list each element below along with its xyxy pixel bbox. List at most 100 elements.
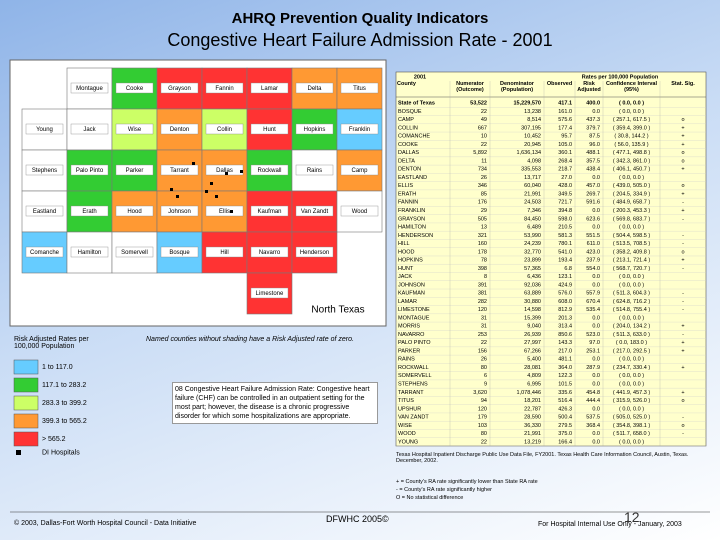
table-cell: ( 0.0, 0.0 ): [619, 109, 644, 115]
table-cell: ( 0.0, 0.0 ): [619, 381, 644, 387]
county-label-box: [70, 123, 109, 135]
table-cell: 22: [481, 109, 487, 115]
legend-swatch: [13, 413, 39, 429]
county-label-box: [115, 82, 154, 94]
table-cell: 10: [481, 134, 487, 140]
table-cell: CAMP: [398, 117, 414, 123]
table-cell: 57,365: [524, 266, 541, 272]
table-cell: 0.0: [592, 315, 600, 321]
hospital-marker: [225, 172, 228, 175]
table-cell: 101.5: [558, 381, 572, 387]
table-cell: 20,945: [524, 142, 541, 148]
column-header-box: County: [397, 81, 416, 87]
table-cell: 269.7: [586, 191, 600, 197]
table-cell: +: [681, 340, 684, 346]
table-cell: 78: [481, 258, 487, 264]
table-cell: JOHNSON: [398, 282, 425, 288]
table-cell: 500.4: [558, 415, 572, 421]
table-cell: 14,598: [524, 307, 541, 313]
legend-label: 1 to 117.0: [42, 364, 73, 371]
county-label-box: [70, 164, 109, 176]
table-cell: ( 315.9, 526.0 ): [613, 398, 650, 404]
table-cell: 780.1: [558, 241, 572, 247]
county-label-box: [115, 123, 154, 135]
legend-swatch: [13, 431, 39, 447]
table-cell: 84,450: [524, 216, 541, 222]
table-cell: DELTA: [398, 158, 415, 164]
table-cell: 0.0: [592, 381, 600, 387]
table-cell: ( 477.1, 498.8 ): [613, 150, 650, 156]
table-cell: 103: [478, 423, 487, 429]
table-cell: ( 257.1, 617.5 ): [613, 117, 650, 123]
county-label: Grayson: [168, 86, 191, 92]
county-label: Collin: [217, 127, 232, 133]
county-label: Denton: [170, 127, 189, 133]
county-label-box: [340, 123, 379, 135]
table-cell: FRANKLIN: [398, 208, 425, 214]
table-cell: 24,239: [524, 241, 541, 247]
hospital-marker: [176, 195, 179, 198]
table-cell: ( 217.0, 292.5 ): [613, 348, 650, 354]
county-label: Jack: [83, 127, 96, 133]
table-year: 2001: [414, 74, 426, 80]
table-cell: 13,219: [524, 439, 541, 445]
county-label: Comanche: [30, 250, 60, 256]
table-cell: DENTON: [398, 167, 421, 173]
table-cell: ( 406.1, 450.7 ): [613, 167, 650, 173]
table-cell: 0.0: [592, 324, 600, 330]
table-cell: ( 511.3, 633.0 ): [613, 332, 650, 338]
table-cell: ( 0.0, 183.0 ): [616, 340, 647, 346]
table-cell: 53,522: [470, 101, 487, 107]
table-cell: 591.6: [586, 200, 600, 206]
table-cell: SOMERVELL: [398, 373, 432, 379]
table-cell: +: [681, 167, 684, 173]
county-label-box: [295, 164, 334, 176]
table-cell: 391: [478, 282, 487, 288]
table-cell: DALLAS: [398, 150, 419, 156]
county-label: Limestone: [256, 291, 284, 297]
table-cell: 670.4: [586, 299, 600, 305]
county-label: Hunt: [263, 127, 276, 133]
table-cell: MONTAGUE: [398, 315, 430, 321]
table-cell: 812.9: [558, 307, 572, 313]
table-cell: 80: [481, 431, 487, 437]
significance-item: + = County's RA rate significantly lower…: [396, 479, 538, 485]
table-cell: LAMAR: [398, 299, 417, 305]
table-cell: o: [681, 150, 684, 156]
table-cell: 608.0: [558, 299, 572, 305]
table-cell: WISE: [398, 423, 412, 429]
table-cell: 581.3: [558, 233, 572, 239]
table-cell: 444.4: [586, 398, 600, 404]
table-cell: 516.4: [558, 398, 572, 404]
table-cell: -: [682, 216, 684, 222]
county-label-box: [250, 287, 289, 299]
table-cell: ( 505.0, 525.0 ): [613, 415, 650, 421]
county-label-box: [160, 205, 199, 217]
table-cell: -: [682, 291, 684, 297]
county-label-box: [70, 205, 109, 217]
table-cell: 27,997: [524, 340, 541, 346]
county-label-box: [115, 164, 154, 176]
table-cell: COMANCHE: [398, 134, 430, 140]
table-cell: 143.3: [558, 340, 572, 346]
table-cell: 176: [478, 200, 487, 206]
table-cell: 0.0: [592, 406, 600, 412]
table-cell: 22: [481, 340, 487, 346]
table-cell: +: [681, 125, 684, 131]
table-cell: o: [681, 398, 684, 404]
county-label: Stephens: [32, 168, 57, 174]
county-label: Henderson: [300, 250, 329, 256]
table-cell: 364.0: [558, 365, 572, 371]
table-cell: 667: [478, 125, 487, 131]
county-label: Rains: [307, 168, 322, 174]
table-cell: 428.0: [558, 183, 572, 189]
significance-legend: + = County's RA rate significantly lower…: [396, 478, 696, 502]
county-label: Franklin: [349, 127, 370, 133]
table-cell: +: [681, 365, 684, 371]
table-cell: 6,995: [527, 381, 541, 387]
county-label: Somervell: [121, 250, 148, 256]
table-cell: 161.0: [558, 109, 572, 115]
table-cell: State of Texas: [398, 101, 435, 107]
county-label: Wise: [128, 127, 142, 133]
county-label: Palo Pinto: [76, 168, 104, 174]
